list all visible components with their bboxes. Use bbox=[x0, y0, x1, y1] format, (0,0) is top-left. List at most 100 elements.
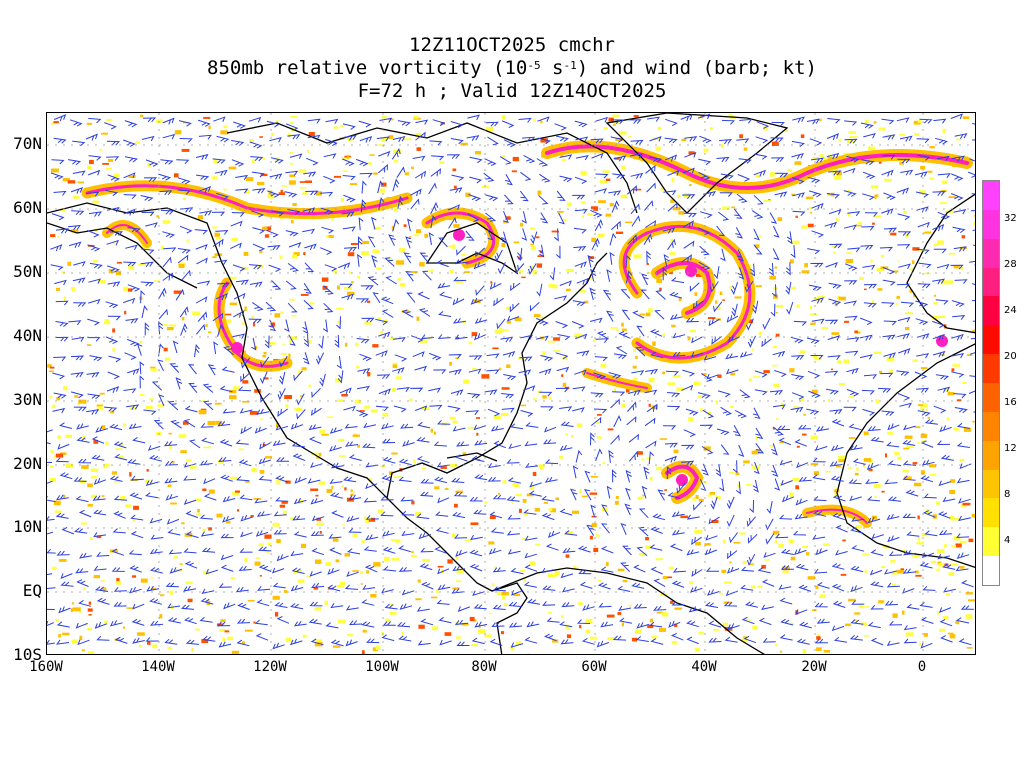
wind-barb bbox=[611, 469, 617, 483]
vorticity-cell bbox=[357, 444, 361, 448]
vorticity-cell bbox=[646, 457, 652, 460]
vorticity-cell bbox=[300, 395, 303, 398]
vorticity-cell bbox=[562, 356, 568, 361]
wind-barb bbox=[553, 228, 559, 242]
wind-barb bbox=[771, 284, 777, 298]
vorticity-cell bbox=[923, 403, 928, 408]
vorticity-cell bbox=[250, 515, 254, 518]
wind-barb bbox=[575, 136, 589, 142]
wind-barb bbox=[420, 334, 434, 340]
vorticity-cell bbox=[275, 480, 281, 482]
wind-barb bbox=[924, 419, 938, 425]
wind-barb bbox=[302, 207, 316, 214]
vorticity-cell bbox=[314, 639, 322, 644]
wind-barb bbox=[473, 424, 487, 431]
vorticity-cell bbox=[422, 558, 431, 562]
wind-barb bbox=[844, 300, 858, 306]
vorticity-cell bbox=[220, 619, 226, 623]
wind-barb bbox=[527, 598, 541, 605]
vorticity-cell bbox=[348, 271, 352, 274]
wind-barb bbox=[348, 528, 362, 533]
vorticity-cell bbox=[532, 398, 537, 401]
vorticity-cell bbox=[579, 489, 582, 494]
vorticity-cell bbox=[782, 570, 789, 574]
wind-barb bbox=[606, 485, 612, 499]
vorticity-cell bbox=[367, 372, 371, 377]
vorticity-cell bbox=[105, 319, 110, 322]
wind-barb bbox=[450, 138, 464, 145]
vorticity-cell bbox=[499, 367, 502, 371]
wind-barb bbox=[233, 310, 245, 318]
vorticity-cell bbox=[336, 584, 345, 588]
wind-barb bbox=[645, 440, 657, 449]
vorticity-cell bbox=[268, 542, 271, 546]
wind-barb bbox=[772, 404, 786, 410]
vorticity-cell bbox=[897, 260, 900, 263]
wind-barb bbox=[429, 404, 443, 410]
wind-barb bbox=[275, 424, 289, 431]
coast-africa bbox=[836, 343, 975, 569]
vorticity-cell bbox=[460, 254, 467, 256]
wind-barb bbox=[815, 425, 829, 432]
wind-barb bbox=[54, 114, 67, 122]
wind-barb bbox=[337, 370, 344, 384]
wind-barb bbox=[544, 459, 559, 465]
vorticity-cell bbox=[763, 126, 769, 131]
wind-barb bbox=[860, 244, 874, 250]
vorticity-cell bbox=[338, 619, 346, 623]
wind-barb bbox=[671, 511, 685, 518]
wind-barb bbox=[811, 230, 825, 238]
wind-barb bbox=[628, 433, 639, 443]
vorticity-cell bbox=[86, 122, 92, 125]
wind-barb bbox=[920, 475, 934, 483]
vorticity-cell bbox=[635, 356, 638, 359]
wind-barb bbox=[323, 175, 336, 184]
vorticity-cell bbox=[810, 435, 818, 440]
wind-barb bbox=[827, 118, 841, 124]
wind-barb bbox=[648, 450, 655, 465]
wind-barb bbox=[216, 621, 231, 627]
wind-barb bbox=[330, 492, 344, 499]
vorticity-cell bbox=[227, 636, 234, 641]
wind-barb bbox=[414, 365, 428, 372]
vorticity-cell bbox=[421, 467, 426, 470]
wind-barb bbox=[267, 244, 281, 251]
wind-barb bbox=[58, 606, 71, 614]
vorticity-cell bbox=[370, 594, 377, 598]
wind-barb bbox=[972, 320, 975, 322]
wind-barb bbox=[699, 135, 712, 144]
vorticity-cell bbox=[890, 232, 897, 236]
wind-barb bbox=[539, 173, 551, 183]
vorticity-cell bbox=[917, 119, 922, 124]
vorticity-cell bbox=[200, 400, 205, 403]
vorticity-cell bbox=[318, 481, 326, 485]
vorticity-cell bbox=[79, 635, 83, 641]
vorticity-cell bbox=[844, 623, 851, 627]
vorticity-cell bbox=[278, 192, 286, 195]
vorticity-cell bbox=[566, 288, 571, 292]
vorticity-cell bbox=[168, 432, 172, 435]
wind-barb bbox=[320, 247, 333, 255]
vorticity-cell bbox=[755, 174, 760, 178]
wind-barb bbox=[845, 350, 859, 356]
wind-barb bbox=[396, 622, 411, 628]
wind-barb bbox=[417, 640, 431, 646]
wind-barb bbox=[467, 213, 480, 222]
vorticity-cell bbox=[350, 493, 354, 496]
wind-barb bbox=[708, 637, 722, 643]
vorticity-cell bbox=[772, 427, 776, 430]
wind-barb bbox=[130, 531, 144, 539]
wind-barb bbox=[521, 228, 528, 241]
wind-barb bbox=[886, 441, 900, 448]
vorticity-cell bbox=[450, 463, 458, 467]
vorticity-cell bbox=[381, 631, 384, 636]
wind-barb bbox=[900, 301, 915, 308]
wind-barb bbox=[454, 334, 468, 340]
vorticity-cell bbox=[291, 220, 294, 224]
wind-barb bbox=[419, 563, 433, 571]
vorticity-cell bbox=[279, 504, 285, 508]
vorticity-cell bbox=[959, 540, 967, 544]
wind-barb bbox=[87, 244, 101, 252]
wind-barb bbox=[196, 257, 208, 265]
wind-barb bbox=[240, 372, 251, 383]
